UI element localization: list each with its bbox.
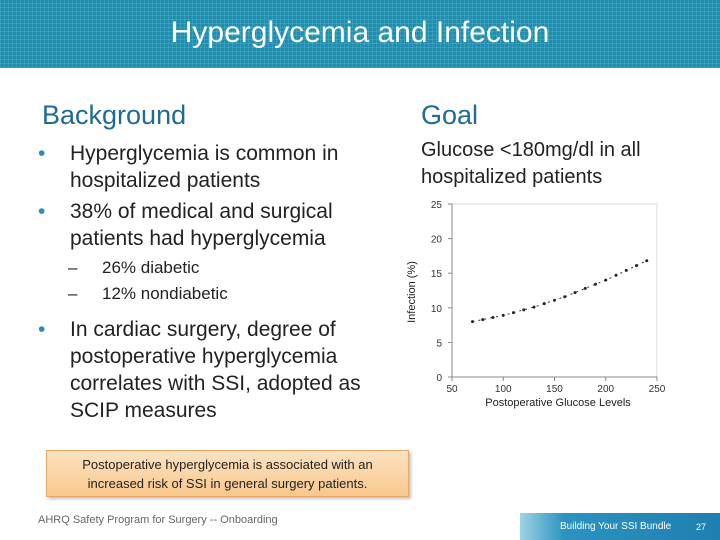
data-point xyxy=(573,291,577,295)
data-point xyxy=(604,278,608,282)
data-point xyxy=(645,259,649,263)
slide-title: Hyperglycemia and Infection xyxy=(170,16,550,49)
bullet-item: • In cardiac surgery, degree of postoper… xyxy=(38,316,388,424)
bullet-item: • 38% of medical and surgical patients h… xyxy=(38,198,388,252)
sub-bullet-text: 12% nondiabetic xyxy=(102,284,228,303)
footer-bar: Building Your SSI Bundle 27 xyxy=(520,513,720,540)
bullet-text: Hyperglycemia is common in hospitalized … xyxy=(70,142,339,192)
callout-box: Postoperative hyperglycemia is associate… xyxy=(46,450,409,497)
sub-bullet-item: – 26% diabetic xyxy=(38,256,388,280)
sub-bullet-item: – 12% nondiabetic xyxy=(38,282,388,306)
y-tick-label: 20 xyxy=(431,235,443,246)
data-point xyxy=(532,305,536,309)
bullet-item: • Hyperglycemia is common in hospitalize… xyxy=(38,140,388,194)
footer-source: AHRQ Safety Program for Surgery -- Onboa… xyxy=(38,514,278,526)
data-point xyxy=(563,295,567,299)
data-point xyxy=(594,282,597,286)
plot-area xyxy=(451,203,658,378)
data-point xyxy=(522,308,526,312)
page-number: 27 xyxy=(695,522,706,532)
infection-glucose-chart: Infection (%) Postoperative Glucose Leve… xyxy=(406,200,665,409)
footer-bundle-label: Building Your SSI Bundle xyxy=(560,521,672,532)
data-point xyxy=(481,318,485,322)
callout-text: Postoperative hyperglycemia is associate… xyxy=(82,456,373,491)
y-axis-label: Infection (%) xyxy=(406,261,418,323)
dash-marker: – xyxy=(68,284,78,303)
data-point xyxy=(553,298,556,302)
x-axis-label: Postoperative Glucose Levels xyxy=(485,397,631,409)
data-point xyxy=(512,311,515,315)
x-tick-label: 50 xyxy=(446,384,458,395)
x-tick-label: 150 xyxy=(546,384,563,395)
y-tick-label: 10 xyxy=(431,304,443,315)
x-tick-label: 200 xyxy=(597,384,614,395)
goal-text: Glucose <180mg/dl in all hospitalized pa… xyxy=(421,139,641,188)
data-point xyxy=(491,315,495,319)
data-point xyxy=(471,320,474,324)
data-point xyxy=(624,268,628,272)
data-point xyxy=(501,313,505,317)
data-point xyxy=(635,264,638,268)
bullet-text: In cardiac surgery, degree of postoperat… xyxy=(70,318,361,422)
background-list: • Hyperglycemia is common in hospitalize… xyxy=(38,140,388,428)
x-tick-label: 100 xyxy=(495,384,512,395)
bullet-marker: • xyxy=(38,200,46,223)
background-heading: Background xyxy=(42,100,187,130)
bullet-marker: • xyxy=(38,318,46,341)
x-tick-label: 250 xyxy=(649,384,665,395)
sub-bullet-text: 26% diabetic xyxy=(102,258,200,277)
y-tick-label: 15 xyxy=(431,269,443,280)
series-line xyxy=(472,260,647,323)
data-point xyxy=(614,273,618,277)
data-point xyxy=(583,286,587,290)
data-point xyxy=(542,302,546,306)
y-tick-label: 25 xyxy=(431,200,443,211)
dash-marker: – xyxy=(68,258,78,277)
y-tick-label: 5 xyxy=(436,338,442,349)
bullet-marker: • xyxy=(38,142,46,165)
y-tick-label: 0 xyxy=(436,373,442,384)
bullet-text: 38% of medical and surgical patients had… xyxy=(70,200,333,250)
title-bar: Hyperglycemia and Infection xyxy=(0,0,720,68)
goal-heading: Goal xyxy=(421,100,479,130)
